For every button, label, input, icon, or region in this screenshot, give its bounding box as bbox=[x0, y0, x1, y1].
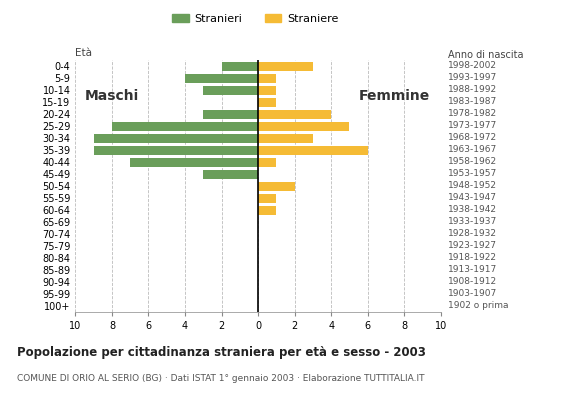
Bar bbox=[258, 110, 331, 118]
Bar bbox=[258, 194, 276, 202]
Bar bbox=[94, 146, 258, 154]
Bar bbox=[204, 86, 258, 94]
Text: 1903-1907: 1903-1907 bbox=[448, 290, 497, 298]
Text: 1918-1922: 1918-1922 bbox=[448, 254, 496, 262]
Text: 1978-1982: 1978-1982 bbox=[448, 110, 497, 118]
Bar bbox=[130, 158, 258, 166]
Text: 1908-1912: 1908-1912 bbox=[448, 278, 497, 286]
Bar bbox=[258, 98, 276, 106]
Text: 1953-1957: 1953-1957 bbox=[448, 170, 497, 178]
Text: Età: Età bbox=[75, 48, 92, 58]
Text: Maschi: Maschi bbox=[85, 89, 139, 103]
Text: 1928-1932: 1928-1932 bbox=[448, 230, 496, 238]
Bar bbox=[258, 182, 295, 190]
Bar bbox=[185, 74, 258, 82]
Text: 1938-1942: 1938-1942 bbox=[448, 206, 496, 214]
Bar bbox=[222, 62, 258, 70]
Bar bbox=[258, 134, 313, 142]
Text: 1973-1977: 1973-1977 bbox=[448, 122, 497, 130]
Text: 1933-1937: 1933-1937 bbox=[448, 218, 497, 226]
Text: Anno di nascita: Anno di nascita bbox=[448, 50, 523, 60]
Bar bbox=[258, 86, 276, 94]
Text: 1948-1952: 1948-1952 bbox=[448, 182, 496, 190]
Text: 1968-1972: 1968-1972 bbox=[448, 134, 497, 142]
Text: 1993-1997: 1993-1997 bbox=[448, 74, 497, 82]
Text: 1988-1992: 1988-1992 bbox=[448, 86, 497, 94]
Text: Popolazione per cittadinanza straniera per età e sesso - 2003: Popolazione per cittadinanza straniera p… bbox=[17, 346, 426, 359]
Text: 1913-1917: 1913-1917 bbox=[448, 266, 497, 274]
Bar bbox=[258, 158, 276, 166]
Text: 1923-1927: 1923-1927 bbox=[448, 242, 496, 250]
Text: 1983-1987: 1983-1987 bbox=[448, 98, 497, 106]
Text: 1958-1962: 1958-1962 bbox=[448, 158, 497, 166]
Text: 1998-2002: 1998-2002 bbox=[448, 62, 496, 70]
Bar bbox=[112, 122, 258, 130]
Bar bbox=[204, 170, 258, 178]
Text: Femmine: Femmine bbox=[358, 89, 430, 103]
Text: COMUNE DI ORIO AL SERIO (BG) · Dati ISTAT 1° gennaio 2003 · Elaborazione TUTTITA: COMUNE DI ORIO AL SERIO (BG) · Dati ISTA… bbox=[17, 374, 425, 383]
Bar bbox=[258, 74, 276, 82]
Bar bbox=[94, 134, 258, 142]
Bar bbox=[258, 62, 313, 70]
Text: 1943-1947: 1943-1947 bbox=[448, 194, 496, 202]
Legend: Stranieri, Straniere: Stranieri, Straniere bbox=[168, 10, 343, 28]
Bar bbox=[258, 206, 276, 214]
Bar bbox=[258, 146, 368, 154]
Text: 1902 o prima: 1902 o prima bbox=[448, 302, 508, 310]
Bar bbox=[258, 122, 349, 130]
Bar bbox=[204, 110, 258, 118]
Text: 1963-1967: 1963-1967 bbox=[448, 146, 497, 154]
